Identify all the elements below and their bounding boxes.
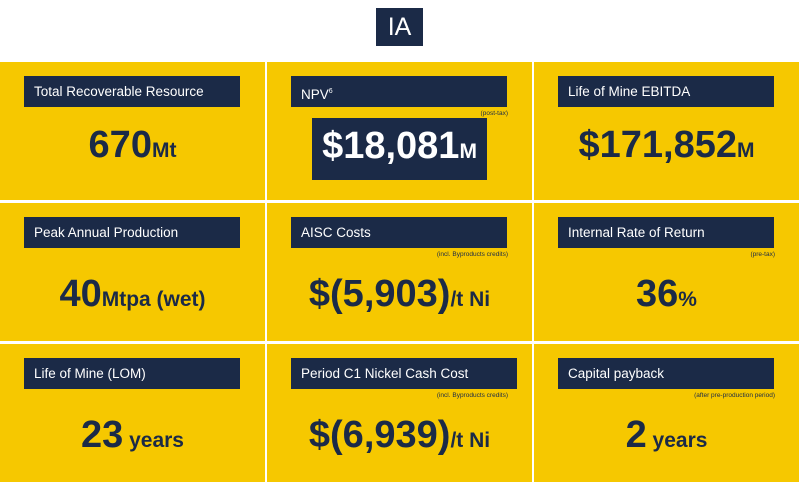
card-aisc-costs: AISC Costs (incl. Byproducts credits) $(… xyxy=(267,203,532,341)
card-value: $(6,939)/t Ni xyxy=(267,414,532,457)
value-number: 2 xyxy=(625,414,647,456)
card-value: $18,081M xyxy=(267,118,532,180)
card-note: (after pre-production period) xyxy=(694,392,775,399)
value-number: $(6,939) xyxy=(308,414,451,456)
card-label: Peak Annual Production xyxy=(24,217,240,248)
value-number: 23 xyxy=(80,414,124,456)
value-number: 36 xyxy=(636,273,679,315)
card-note: (post-tax) xyxy=(480,110,508,117)
card-value: $171,852M xyxy=(534,124,799,167)
card-value: 36% xyxy=(534,273,799,316)
card-capital-payback: Capital payback (after pre-production pe… xyxy=(534,344,799,482)
value-unit: M xyxy=(737,139,755,162)
card-label: Total Recoverable Resource xyxy=(24,76,240,107)
card-label: Life of Mine EBITDA xyxy=(558,76,774,107)
value-number: 40 xyxy=(59,273,102,315)
value-number: $171,852 xyxy=(578,124,738,166)
card-note: (incl. Byproducts credits) xyxy=(436,251,508,258)
card-label: NPV6 xyxy=(291,76,507,107)
card-npv: NPV6 (post-tax) $18,081M xyxy=(267,62,532,200)
card-peak-annual-production: Peak Annual Production 40Mtpa (wet) xyxy=(0,203,265,341)
value-unit: years xyxy=(123,429,184,452)
card-label: Capital payback xyxy=(558,358,774,389)
card-label: Life of Mine (LOM) xyxy=(24,358,240,389)
card-lom-ebitda: Life of Mine EBITDA $171,852M xyxy=(534,62,799,200)
value-unit: /t Ni xyxy=(450,288,491,311)
value-unit: M xyxy=(459,140,477,163)
value-number: $(5,903) xyxy=(308,273,451,315)
card-value: 670Mt xyxy=(0,124,265,167)
card-label: Internal Rate of Return xyxy=(558,217,774,248)
card-value: 40Mtpa (wet) xyxy=(0,273,265,316)
highlighted-value: $18,081M xyxy=(312,118,487,180)
value-number: 670 xyxy=(88,124,152,166)
card-c1-nickel-cash-cost: Period C1 Nickel Cash Cost (incl. Byprod… xyxy=(267,344,532,482)
card-note: (pre-tax) xyxy=(750,251,775,258)
metrics-grid: Total Recoverable Resource 670Mt NPV6 (p… xyxy=(0,62,800,482)
footnote-marker: 6 xyxy=(328,88,333,95)
card-total-recoverable-resource: Total Recoverable Resource 670Mt xyxy=(0,62,265,200)
card-label: Period C1 Nickel Cash Cost xyxy=(291,358,517,389)
value-number: $18,081 xyxy=(322,125,460,167)
value-unit: /t Ni xyxy=(450,429,491,452)
section-badge: IA xyxy=(376,8,423,46)
value-unit: Mtpa (wet) xyxy=(101,288,206,311)
card-life-of-mine: Life of Mine (LOM) 23 years xyxy=(0,344,265,482)
label-text: NPV xyxy=(301,87,329,102)
card-internal-rate-of-return: Internal Rate of Return (pre-tax) 36% xyxy=(534,203,799,341)
card-value: 2 years xyxy=(534,414,799,457)
value-unit: % xyxy=(678,288,697,311)
card-note: (incl. Byproducts credits) xyxy=(436,392,508,399)
value-unit: years xyxy=(646,429,708,452)
card-value: $(5,903)/t Ni xyxy=(267,273,532,316)
value-unit: Mt xyxy=(151,139,177,162)
card-value: 23 years xyxy=(0,414,265,457)
card-label: AISC Costs xyxy=(291,217,507,248)
